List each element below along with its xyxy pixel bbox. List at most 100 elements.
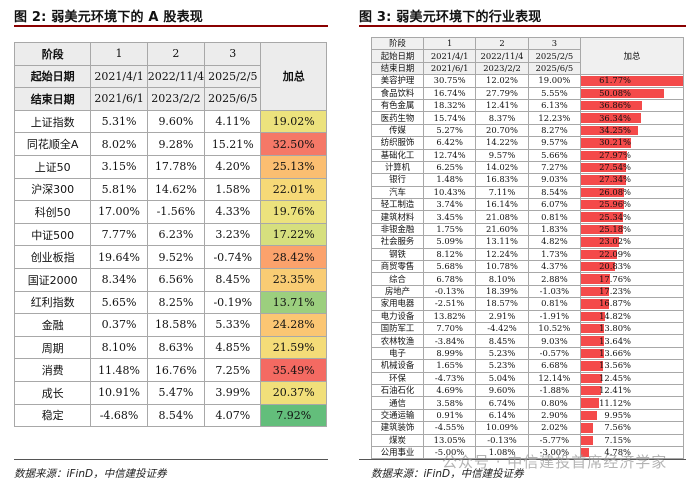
table-row: 交通运输 0.91% 6.14% 2.90% 9.95% xyxy=(370,408,684,423)
left-footer-rule xyxy=(14,459,328,460)
total-value: 30.21% xyxy=(599,137,631,148)
total-value-cell: 28.42% xyxy=(260,245,327,269)
row-label-cell: 周期 xyxy=(13,335,92,360)
total-bar-cell: 13.64% xyxy=(580,334,684,348)
total-value: 23.02% xyxy=(599,236,631,247)
value-cell: 10.78% xyxy=(475,260,529,274)
value-cell: 16.74% xyxy=(423,86,477,100)
total-bar xyxy=(581,410,598,421)
value-cell: 8.45% xyxy=(475,334,529,348)
table-row: 创业板指 19.64% 9.52% -0.74% 28.42% xyxy=(13,245,327,269)
value-cell: 21.60% xyxy=(475,222,529,237)
table-row: 社会服务 5.09% 13.11% 4.82% 23.02% xyxy=(370,235,684,249)
row-label-cell: 科创50 xyxy=(13,200,92,224)
total-bar-cell: 17.76% xyxy=(580,272,684,286)
header-row: 阶段 1 2 3 加总 xyxy=(13,42,327,111)
value-cell: 5.27% xyxy=(423,123,477,138)
row-label-cell: 基础化工 xyxy=(370,148,425,162)
value-cell: 1.65% xyxy=(423,359,477,373)
total-bar xyxy=(581,286,610,297)
value-cell: -4.42% xyxy=(475,321,529,336)
value-cell: 3.58% xyxy=(423,396,477,410)
total-bar-cell: 34.25% xyxy=(580,123,684,138)
value-cell: -0.19% xyxy=(204,290,262,315)
total-bar-cell: 13.80% xyxy=(580,321,684,336)
table-row: 机械设备 1.65% 5.23% 6.68% 13.56% xyxy=(370,359,684,373)
value-cell: 27.79% xyxy=(475,86,529,100)
row-label-cell: 国证2000 xyxy=(13,267,92,292)
total-value-cell: 21.59% xyxy=(260,335,327,360)
value-cell: 2.02% xyxy=(527,421,582,435)
table-row: 中证500 7.77% 6.23% 3.23% 17.22% xyxy=(13,222,327,247)
row-label-cell: 食品饮料 xyxy=(370,86,425,100)
table-row: 金融 0.37% 18.58% 5.33% 24.28% xyxy=(13,313,327,337)
left-source-note: 数据来源：iFinD，中信建投证券 xyxy=(14,468,167,480)
total-value: 17.23% xyxy=(599,286,631,296)
value-cell: 18.39% xyxy=(475,284,529,299)
row-label-cell: 非银金融 xyxy=(370,222,425,237)
row-label-cell: 创业板指 xyxy=(13,245,92,269)
total-bar xyxy=(581,435,593,445)
total-bar-cell: 16.87% xyxy=(580,297,684,311)
row-label-cell: 消费 xyxy=(13,358,92,382)
value-cell: 4.37% xyxy=(527,260,582,274)
table-row: 石油石化 4.69% 9.60% -1.88% 12.41% xyxy=(370,383,684,398)
total-bar-cell: 17.23% xyxy=(580,284,684,299)
header-value-cell: 2023/2/2 xyxy=(146,87,206,111)
header-row: 起始日期 2021/4/1 2022/11/4 2025/2/5 xyxy=(13,64,327,89)
row-label-cell: 交通运输 xyxy=(370,408,425,423)
value-cell: 6.74% xyxy=(475,396,529,410)
value-cell: 5.55% xyxy=(527,86,582,100)
total-value-cell: 17.22% xyxy=(260,222,327,247)
value-cell: 9.03% xyxy=(527,173,582,187)
row-label-cell: 红利指数 xyxy=(13,290,92,315)
row-label-cell: 商贸零售 xyxy=(370,260,425,274)
table-row: 非银金融 1.75% 21.60% 1.83% 25.18% xyxy=(370,222,684,237)
value-cell: 16.14% xyxy=(475,198,529,212)
total-bar xyxy=(581,150,628,160)
table-row: 沪深300 5.81% 14.62% 1.58% 22.01% xyxy=(13,177,327,202)
total-bar-cell: 27.34% xyxy=(580,173,684,187)
value-cell: 12.14% xyxy=(527,371,582,385)
table-row: 传媒 5.27% 20.70% 8.27% 34.25% xyxy=(370,123,684,138)
value-cell: 6.25% xyxy=(423,160,477,175)
total-value: 25.18% xyxy=(599,224,631,235)
value-cell: 15.21% xyxy=(204,132,262,156)
value-cell: 0.81% xyxy=(527,297,582,311)
value-cell: 13.11% xyxy=(475,235,529,249)
header-value-cell: 1 xyxy=(90,42,148,66)
total-value-cell: 35.49% xyxy=(260,358,327,382)
value-cell: 8.34% xyxy=(90,267,148,292)
table-row: 美容护理 30.75% 12.02% 19.00% 61.77% xyxy=(370,74,684,88)
total-bar-cell: 30.21% xyxy=(580,136,684,150)
row-label-cell: 家用电器 xyxy=(370,297,425,311)
row-label-cell: 社会服务 xyxy=(370,235,425,249)
total-header-cell: 加总 xyxy=(580,36,684,76)
total-bar xyxy=(581,323,604,334)
table-row: 环保 -4.73% 5.04% 12.14% 12.45% xyxy=(370,371,684,385)
value-cell: 4.07% xyxy=(204,403,262,428)
header-value-cell: 2022/11/4 xyxy=(475,49,529,63)
value-cell: 4.85% xyxy=(204,335,262,360)
total-value-cell: 19.02% xyxy=(260,109,327,134)
value-cell: 4.82% xyxy=(527,235,582,249)
total-header-cell: 加总 xyxy=(260,42,327,111)
total-value: 27.34% xyxy=(599,174,631,185)
total-value: 14.82% xyxy=(599,310,631,321)
value-cell: 19.64% xyxy=(90,245,148,269)
header-label-cell: 阶段 xyxy=(370,36,425,51)
total-bar xyxy=(581,423,594,433)
value-cell: 8.12% xyxy=(423,247,477,262)
value-cell: 7.70% xyxy=(423,321,477,336)
value-cell: -0.74% xyxy=(204,245,262,269)
table-row: 综合 6.78% 8.10% 2.88% 17.76% xyxy=(370,272,684,286)
header-value-cell: 2021/4/1 xyxy=(423,49,477,63)
table-row: 家用电器 -2.51% 18.57% 0.81% 16.87% xyxy=(370,297,684,311)
total-bar xyxy=(581,113,641,123)
value-cell: 7.77% xyxy=(90,222,148,247)
value-cell: 6.13% xyxy=(527,98,582,113)
total-bar xyxy=(581,274,611,284)
total-bar-cell: 4.78% xyxy=(580,445,684,460)
total-bar xyxy=(581,100,642,111)
total-value: 36.86% xyxy=(599,100,631,111)
